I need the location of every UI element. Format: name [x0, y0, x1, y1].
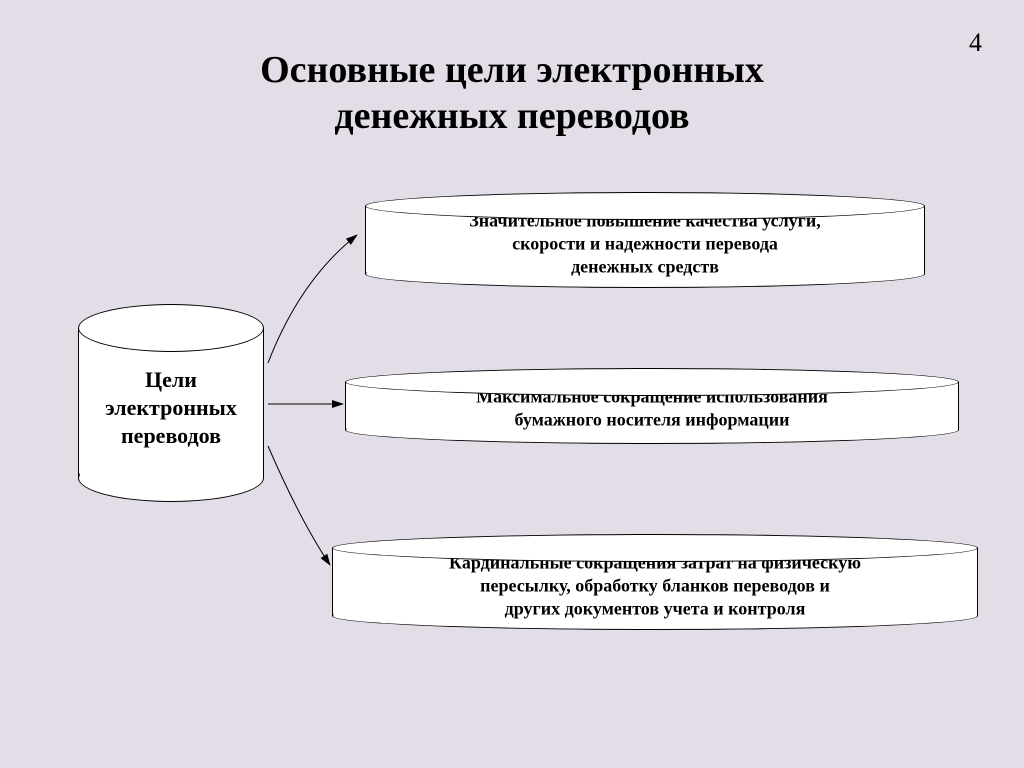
target-cylinder-1: Максимальное сокращение использованиябум…	[345, 368, 959, 444]
page-title: Основные цели электронных денежных перев…	[0, 48, 1024, 139]
title-line-1: Основные цели электронных	[260, 49, 764, 91]
target-cylinder-0: Значительное повышение качества услуги,с…	[365, 192, 925, 288]
arrow-2	[268, 446, 330, 565]
arrow-0	[268, 235, 357, 363]
title-line-2: денежных переводов	[334, 95, 689, 137]
source-cylinder: Целиэлектронныхпереводов	[78, 304, 264, 502]
target-cylinder-2: Кардинальные сокращения затрат на физиче…	[332, 534, 978, 630]
source-cylinder-label: Целиэлектронныхпереводов	[78, 366, 264, 450]
